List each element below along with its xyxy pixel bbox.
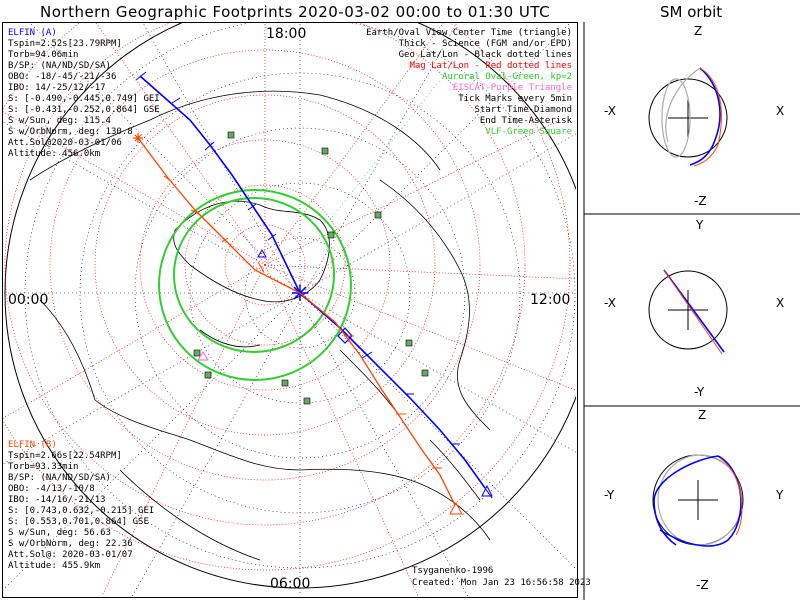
sm3-bottom-label: -Z xyxy=(696,578,709,592)
elfin-b-ticks xyxy=(163,175,442,469)
elfin-a-line: S w/Sun, deg: 115.4 xyxy=(8,116,111,126)
elfin-b-line: OBO: -4/13/-10/8 xyxy=(8,484,95,494)
legend-item: Geo Lat/Lon - Black dotted lines xyxy=(398,50,572,60)
sm2-right-label: X xyxy=(776,296,785,310)
legend-item: EISCAT-Purple Triangle xyxy=(452,83,572,93)
sm2-bottom-label: -Y xyxy=(694,385,705,399)
sm1-top-label: Z xyxy=(694,24,703,38)
legend-item: VLF-Green Square xyxy=(485,127,572,137)
sm3-left-label: -Y xyxy=(604,488,615,502)
mag-lat-lines xyxy=(3,23,576,596)
vlf-stations xyxy=(193,131,429,405)
elfin-a-line: Att.Sol@2020-03-01/06 xyxy=(8,138,122,148)
sm2-left-label: -X xyxy=(604,296,616,310)
elfin-a-line: S w/OrbNorm, deg: 130.8 xyxy=(8,127,133,137)
sm1-left-label: -X xyxy=(604,104,616,118)
sm-panel-frames xyxy=(583,22,800,600)
legend: Earth/Oval View Center Time (triangle) T… xyxy=(366,28,572,138)
elfin-a-info: ELFIN (A) Tspin=2.52s[23.79RPM] Torb=94.… xyxy=(8,28,160,160)
elfin-b-header: ELFIN (B) xyxy=(8,440,57,450)
created-credit: Created: Mon Jan 23 16:56:58 2023 xyxy=(412,578,591,588)
elfin-b-line: IBO: -14/16/-21/13 xyxy=(8,495,106,505)
legend-item: Thick - Science (FGM and/or EPD) xyxy=(398,39,572,49)
sm-panel-xy xyxy=(648,269,728,355)
map-frame xyxy=(2,22,578,598)
sm3-top-label: Z xyxy=(698,408,707,422)
elfin-b-info: ELFIN (B) Tspin=2.66s[22.54RPM] Torb=93.… xyxy=(8,440,154,572)
center-view-triangle xyxy=(257,248,267,258)
elfin-b-line: S: [0.743,0.632,-0.215] GEI xyxy=(8,506,155,516)
sm3-right-label: Y xyxy=(776,488,784,502)
hour-label-top: 18:00 xyxy=(266,26,307,42)
sm-orbit-title: SM orbit xyxy=(660,3,723,21)
sm1-right-label: X xyxy=(776,104,785,118)
elfin-a-view-triangle xyxy=(481,484,493,497)
hour-label-left: 00:00 xyxy=(8,292,49,308)
elfin-a-line: B/SP: (NA/ND/SD/SA) xyxy=(8,61,111,71)
elfin-b-line: Altitude: 455.9km xyxy=(8,561,101,571)
sm2-top-label: Y xyxy=(696,218,704,232)
elfin-a-line: Altitude: 456.0km xyxy=(8,149,101,159)
elfin-a-line: Torb=94.06min xyxy=(8,50,79,60)
eiscat-triangle xyxy=(197,351,209,361)
elfin-a-line: S: [-0.490,-0.445,0.749] GEI xyxy=(8,94,160,104)
elfin-a-line: Tspin=2.52s[23.79RPM] xyxy=(8,39,122,49)
elfin-b-line: B/SP: (NA/ND/SD/SA) xyxy=(8,473,111,483)
auroral-oval-inner xyxy=(173,197,335,353)
elfin-b-line: Torb=93.33min xyxy=(8,462,79,472)
sm-panel-yz xyxy=(652,454,744,547)
elfin-b-view-triangle xyxy=(449,501,463,515)
page-title: Northern Geographic Footprints 2020-03-0… xyxy=(40,3,551,21)
elfin-a-track xyxy=(139,75,486,489)
elfin-a-header: ELFIN (A) xyxy=(8,28,57,38)
elfin-a-line: OBO: -18/-45/-21/-36 xyxy=(8,72,117,82)
auroral-oval-outer xyxy=(158,189,352,381)
elfin-b-line: S w/OrbNorm, deg: 22.36 xyxy=(8,539,133,549)
elfin-a-start-diamond xyxy=(337,327,353,344)
elfin-b-end-asterisk xyxy=(133,133,143,143)
elfin-b-track xyxy=(137,137,456,506)
legend-item: Start Time-Diamond xyxy=(474,105,572,115)
sm1-bottom-label: -Z xyxy=(694,194,707,208)
elfin-b-line: Tspin=2.66s[22.54RPM] xyxy=(8,451,122,461)
hour-label-right: 12:00 xyxy=(530,292,571,308)
terminator-line xyxy=(329,79,441,221)
elfin-a-line: S: [-0.431,-0.252,0.864] GSE xyxy=(8,105,160,115)
coastlines xyxy=(29,90,491,561)
legend-item: End Time-Asterisk xyxy=(479,116,572,126)
legend-item: Auroral Oval-Green, kp=2 xyxy=(441,72,572,82)
elfin-b-line: S w/Sun, deg: 56.63 xyxy=(8,528,111,538)
hour-label-bottom: 06:00 xyxy=(270,576,311,592)
sm-panel-xz xyxy=(648,67,728,167)
legend-item: Tick Marks every 5min xyxy=(458,94,572,104)
model-credit: Tsyganenko-1996 xyxy=(412,566,494,576)
elfin-b-line: S: [0.553,0.701,0.864] GSE xyxy=(8,517,149,527)
legend-item: Mag Lat/Lon - Red dotted lines xyxy=(409,61,572,71)
elfin-b-line: Att.Sol@: 2020-03-01/07 xyxy=(8,550,133,560)
elfin-a-ticks xyxy=(135,71,460,445)
legend-item: Earth/Oval View Center Time (triangle) xyxy=(366,28,572,38)
elfin-a-line: IBO: 14/-25/12/-17 xyxy=(8,83,106,93)
